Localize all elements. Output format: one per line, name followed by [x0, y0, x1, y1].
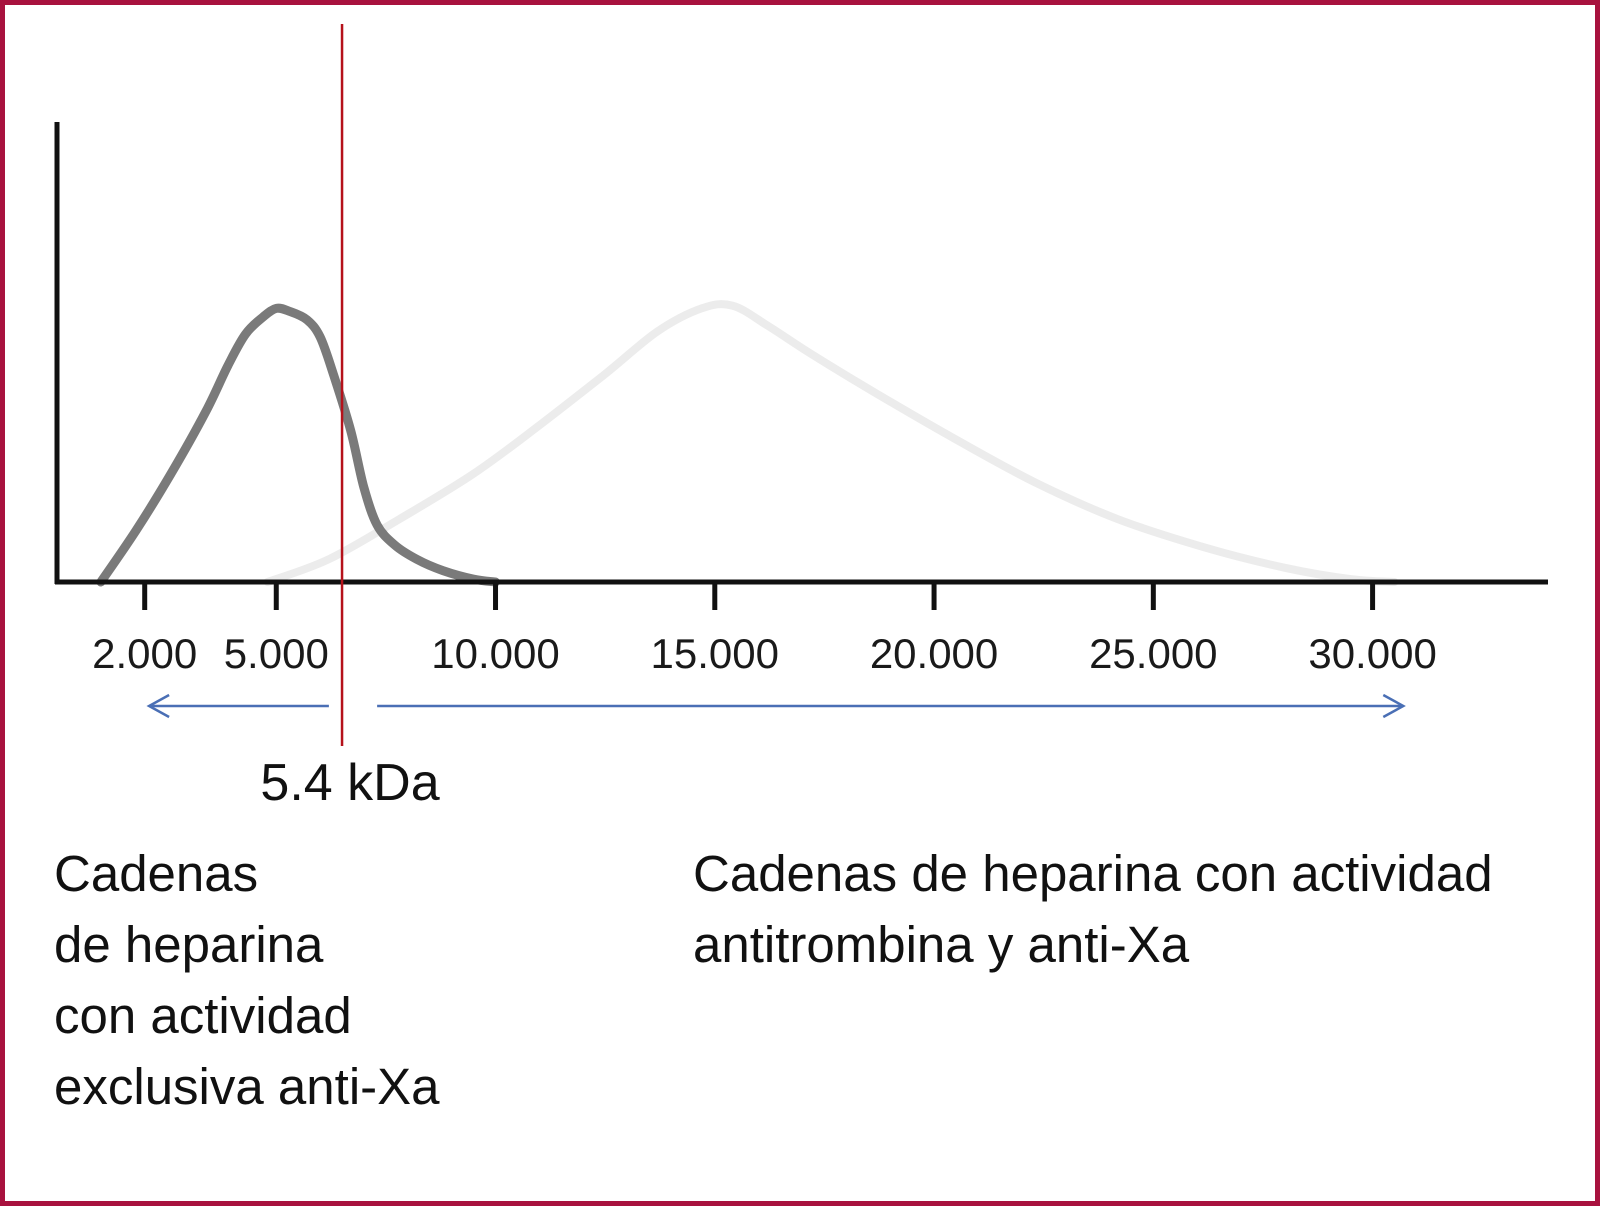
caption-left: Cadenas de heparina con actividad exclus…: [54, 838, 440, 1122]
series-line-1: [96, 303, 500, 587]
x-tick-label: 15.000: [651, 630, 779, 677]
caption-right-line: Cadenas de heparina con actividad: [693, 845, 1493, 902]
x-tick-label: 20.000: [870, 630, 998, 677]
caption-left-line: Cadenas: [54, 845, 259, 902]
series-line-2: [263, 300, 1399, 586]
x-tick-label: 30.000: [1308, 630, 1436, 677]
caption-right: Cadenas de heparina con actividad antitr…: [693, 838, 1493, 980]
caption-left-line: con actividad: [54, 987, 352, 1044]
x-tick-label: 10.000: [431, 630, 559, 677]
range-arrows-layer: [146, 693, 1406, 719]
curves-layer: [96, 300, 1399, 587]
caption-left-line: de heparina: [54, 916, 324, 973]
divider-layer: 5.4 kDa: [260, 24, 440, 812]
divider-label: 5.4 kDa: [260, 754, 439, 812]
x-tick-label: 2.000: [92, 630, 197, 677]
axes-layer: [54, 122, 1548, 585]
x-tick-label: 5.000: [224, 630, 329, 677]
x-tick-label: 25.000: [1089, 630, 1217, 677]
caption-left-line: exclusiva anti-Xa: [54, 1058, 440, 1115]
range-arrow-left-head: [146, 693, 170, 719]
range-arrow-right: [377, 693, 1406, 719]
x-ticks-layer: 2.000 5.000 10.000 15.000 20.000 25.000 30.000: [92, 582, 1437, 677]
caption-right-line: antitrombina y anti-Xa: [693, 916, 1190, 973]
range-arrow-left: [146, 693, 329, 719]
range-arrow-right-head: [1382, 693, 1406, 719]
